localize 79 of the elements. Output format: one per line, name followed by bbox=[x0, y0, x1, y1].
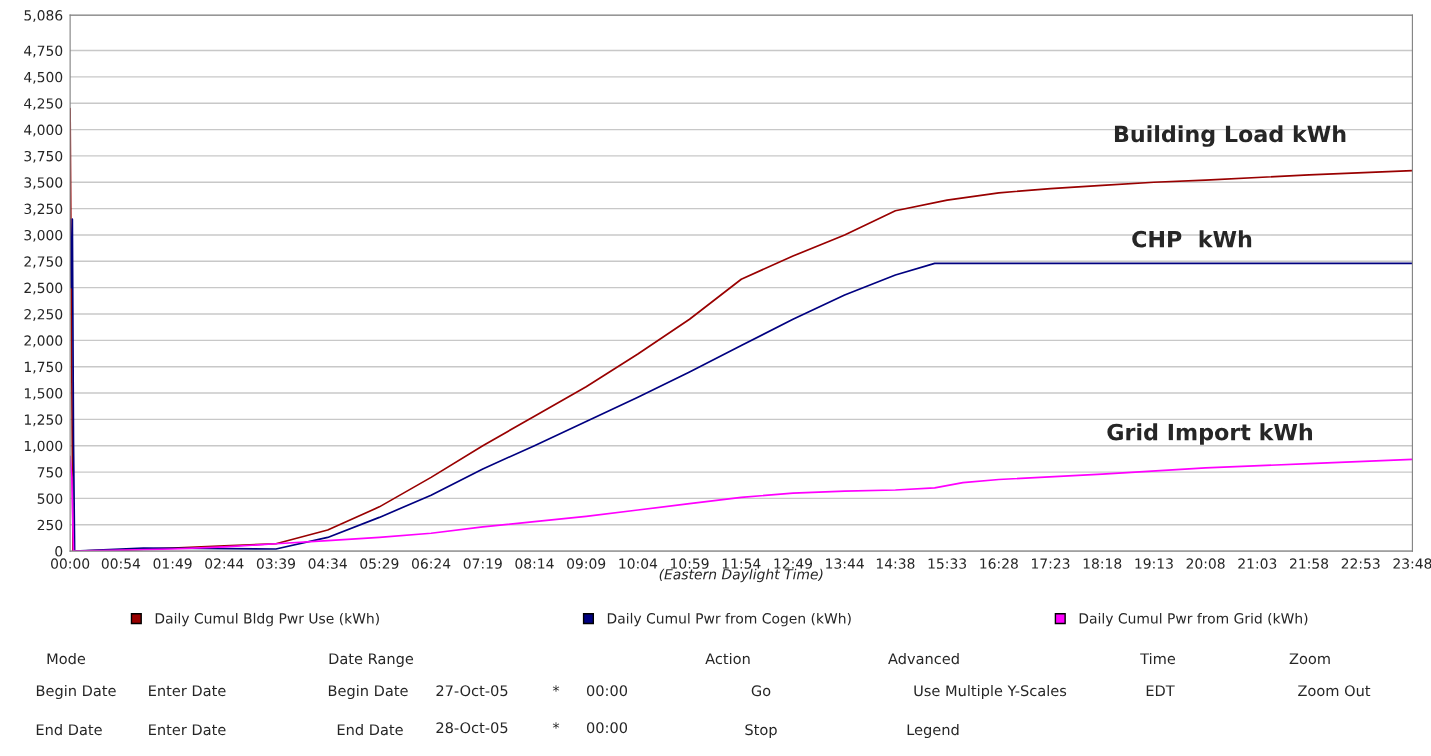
x-tick-label: 00:00 bbox=[51, 558, 90, 569]
text: 00:00 bbox=[586, 685, 628, 697]
x-tick-label: 13:44 bbox=[826, 558, 864, 569]
x-tick-label: 02:44 bbox=[205, 558, 244, 569]
text: EDT bbox=[1146, 685, 1175, 697]
text: * bbox=[552, 722, 560, 729]
annotation: CHP kWh bbox=[1132, 230, 1252, 248]
text: 27-Oct-05 bbox=[436, 685, 508, 697]
text: Go bbox=[751, 685, 771, 697]
y-tick-label: 4,000 bbox=[24, 124, 63, 137]
x-tick-label: 06:24 bbox=[411, 558, 451, 569]
x-tick-label: 01:49 bbox=[153, 558, 192, 569]
y-tick-label: 1,500 bbox=[24, 388, 63, 400]
text: 28-Oct-05 bbox=[436, 722, 508, 734]
text: Date Range bbox=[329, 653, 414, 668]
y-tick-label: 500 bbox=[37, 493, 63, 504]
y-tick-label: 3,750 bbox=[24, 150, 63, 163]
y-tick-label: 2,250 bbox=[24, 308, 63, 321]
legend-label: Daily Cumul Pwr from Cogen (kWh) bbox=[607, 612, 851, 627]
text: Begin Date bbox=[328, 684, 408, 700]
x-tick-label: 10:59 bbox=[671, 558, 709, 569]
text: 00:00 bbox=[586, 722, 628, 734]
y-tick-label: 2,000 bbox=[24, 335, 63, 348]
y-tick-label: 3,250 bbox=[24, 203, 63, 216]
text: End Date bbox=[36, 723, 102, 736]
y-tick-label: 4,500 bbox=[24, 71, 63, 84]
annotation: Grid Import kWh bbox=[1107, 423, 1313, 445]
text: Action bbox=[705, 652, 750, 665]
x-tick-label: 17:23 bbox=[1032, 558, 1070, 569]
x-tick-label: 15:33 bbox=[928, 558, 967, 569]
text: End Date bbox=[337, 723, 403, 736]
y-tick-label: 1,750 bbox=[24, 361, 63, 374]
x-tick-label: 11:54 bbox=[722, 558, 761, 569]
y-tick-label: 2,500 bbox=[24, 282, 63, 295]
text: Use Multiple Y-Scales bbox=[914, 684, 1067, 700]
x-tick-label: 19:13 bbox=[1135, 558, 1173, 569]
y-tick-label: 0 bbox=[55, 546, 63, 557]
x-tick-label: 21:03 bbox=[1238, 558, 1277, 569]
x-tick-label: 09:09 bbox=[567, 558, 606, 569]
text: Begin Date bbox=[36, 684, 116, 700]
annotation: Building Load kWh bbox=[1114, 125, 1346, 147]
y-tick-label: 5,086 bbox=[24, 10, 63, 23]
y-tick-label: 2,750 bbox=[24, 256, 63, 269]
text: Enter Date bbox=[149, 724, 226, 736]
x-tick-label: 18:18 bbox=[1083, 558, 1122, 569]
x-tick-label: 05:29 bbox=[360, 558, 399, 569]
y-tick-label: 3,500 bbox=[24, 177, 63, 190]
x-tick-label: 20:08 bbox=[1186, 558, 1225, 569]
x-tick-label: 21:58 bbox=[1290, 558, 1329, 569]
legend-label: Daily Cumul Pwr from Grid (kWh) bbox=[1079, 612, 1308, 627]
x-tick-label: 12:49 bbox=[774, 558, 813, 569]
x-tick-label: 04:34 bbox=[308, 558, 347, 569]
x-axis-title: (Eastern Daylight Time) bbox=[659, 568, 823, 583]
x-tick-label: 10:04 bbox=[619, 558, 658, 569]
y-tick-label: 1,000 bbox=[24, 440, 63, 453]
x-tick-label: 03:39 bbox=[256, 558, 296, 569]
y-tick-label: 4,750 bbox=[24, 45, 63, 58]
y-tick-label: 750 bbox=[37, 467, 63, 478]
text: Enter Date bbox=[149, 685, 226, 697]
x-tick-label: 07:19 bbox=[463, 558, 502, 569]
x-tick-label: 08:14 bbox=[515, 558, 554, 569]
y-tick-label: 4,250 bbox=[24, 98, 63, 111]
text: Stop bbox=[745, 724, 777, 739]
y-tick-label: 1,250 bbox=[24, 414, 63, 427]
text: Time bbox=[1140, 652, 1176, 665]
text: Zoom bbox=[1289, 653, 1330, 665]
y-tick-label: 3,000 bbox=[24, 229, 63, 242]
text: Zoom Out bbox=[1298, 685, 1371, 697]
legend-label: Daily Cumul Bldg Pwr Use (kWh) bbox=[155, 612, 379, 627]
x-tick-label: 00:54 bbox=[101, 558, 141, 569]
x-tick-label: 14:38 bbox=[876, 558, 915, 569]
y-tick-label: 250 bbox=[37, 519, 63, 531]
text: * bbox=[552, 685, 560, 692]
x-tick-label: 16:28 bbox=[980, 558, 1018, 569]
text: Mode bbox=[47, 652, 86, 665]
x-tick-label: 22:53 bbox=[1341, 558, 1380, 569]
text: Advanced bbox=[888, 652, 959, 665]
x-tick-label: 23:48 bbox=[1393, 558, 1431, 569]
text: Legend bbox=[907, 723, 959, 739]
